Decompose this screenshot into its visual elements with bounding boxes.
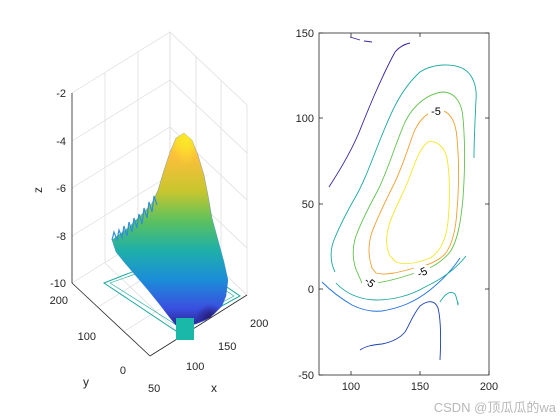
y-axis-label: y bbox=[83, 375, 89, 389]
x-tick: 200 bbox=[250, 318, 268, 330]
z-tick: -2 bbox=[56, 88, 66, 100]
contour-plot: -5 -5 -5 150 100 50 0 -50 100 150 200 bbox=[296, 28, 499, 393]
z-tick: -6 bbox=[56, 183, 66, 195]
z-tick: -10 bbox=[50, 278, 66, 290]
contour-label: -5 bbox=[431, 106, 441, 118]
contour-level-6 bbox=[386, 141, 450, 265]
y-ticks: 200 100 0 bbox=[50, 295, 126, 377]
x-axis-label: x bbox=[211, 381, 217, 395]
watermark: CSDN @顶瓜瓜的wa bbox=[434, 400, 557, 415]
contour-level-1 bbox=[328, 42, 411, 188]
z-ticks: -2 -4 -6 -8 -10 bbox=[50, 88, 66, 290]
contour-x-tick: 100 bbox=[342, 381, 360, 393]
contour-level-5 bbox=[368, 109, 459, 275]
contour-y-tick: 0 bbox=[308, 284, 314, 296]
z-tick: -4 bbox=[56, 136, 66, 148]
contour-y-tick: 50 bbox=[302, 199, 314, 211]
z-tick: -8 bbox=[56, 231, 66, 243]
contour-label: -5 bbox=[415, 265, 429, 280]
contour-y-ticks: 150 100 50 0 -50 bbox=[296, 28, 314, 382]
contour-x-ticks: 100 150 200 bbox=[342, 381, 498, 393]
contour-level-4 bbox=[352, 91, 465, 284]
contour-axes-box bbox=[318, 32, 490, 376]
z-axis-label: z bbox=[31, 187, 45, 193]
x-ticks: 50 100 150 200 bbox=[148, 318, 268, 395]
surface-body bbox=[111, 132, 229, 340]
x-tick: 50 bbox=[148, 383, 160, 395]
y-tick: 100 bbox=[78, 331, 96, 343]
contour-level-3c bbox=[439, 291, 459, 306]
contour-x-tick: 150 bbox=[411, 381, 429, 393]
contour-y-tick: -50 bbox=[298, 370, 314, 382]
y-tick: 200 bbox=[50, 295, 68, 307]
x-tick: 150 bbox=[218, 341, 236, 353]
surface-plot: -2 -4 -6 -8 -10 z 200 100 0 y 50 100 150… bbox=[31, 31, 268, 395]
contour-y-tick: 150 bbox=[296, 28, 314, 40]
contour-level-3 bbox=[330, 64, 477, 273]
contour-tick-marks bbox=[319, 32, 490, 376]
contour-y-tick: 100 bbox=[296, 113, 314, 125]
y-tick: 0 bbox=[120, 365, 126, 377]
contour-level-2 bbox=[321, 257, 461, 312]
surface-axes bbox=[71, 93, 248, 357]
contour-lines bbox=[321, 36, 477, 361]
x-tick: 100 bbox=[186, 361, 204, 373]
contour-labels: -5 -5 -5 bbox=[362, 104, 444, 291]
contour-level-2b bbox=[359, 301, 442, 361]
contour-x-tick: 200 bbox=[480, 381, 498, 393]
contour-level-3b bbox=[335, 255, 467, 301]
contour-level-1b bbox=[349, 36, 373, 43]
